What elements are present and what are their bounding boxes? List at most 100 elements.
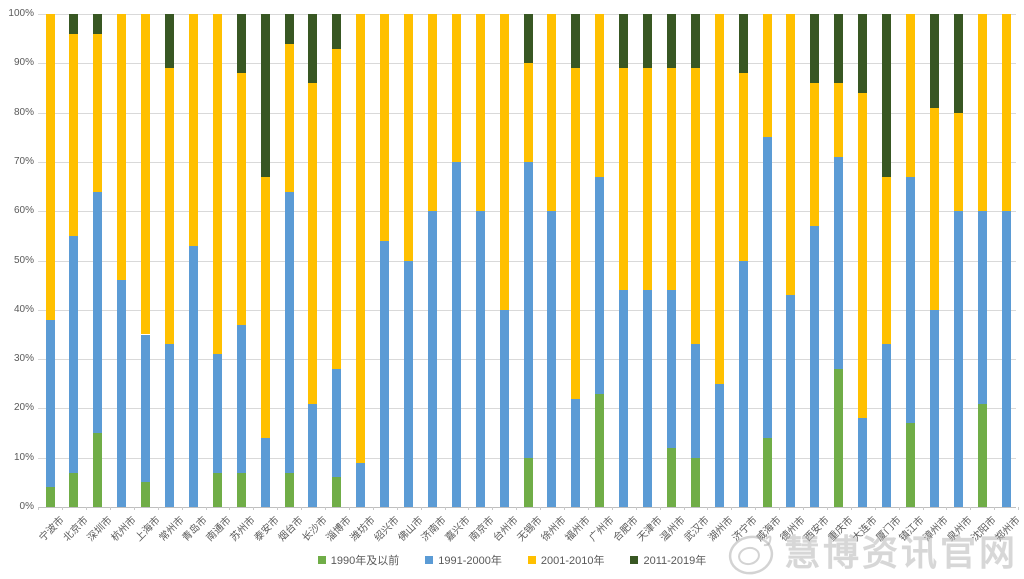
y-axis-tick-label: 10% [13, 451, 34, 463]
bar-segment-1991-2000年 [165, 344, 174, 507]
x-axis-label: 绍兴市 [372, 514, 402, 544]
bar-segment-1991-2000年 [93, 191, 103, 433]
bar-segment-2001-2010年 [905, 14, 915, 177]
bar-segment-1990年及以前 [236, 472, 246, 507]
bar-segment-2001-2010年 [571, 68, 581, 399]
bar-潍坊市 [356, 14, 366, 507]
bar-segment-1990年及以前 [93, 433, 103, 507]
bar-segment-1991-2000年 [45, 319, 55, 488]
bar-segment-2011-2019年 [834, 14, 844, 83]
bar-徐州市 [547, 14, 557, 507]
x-axis-label: 泉州市 [945, 514, 975, 544]
x-axis-tick [898, 507, 900, 510]
bar-segment-1991-2000年 [332, 368, 342, 478]
x-axis-tick [38, 507, 40, 510]
x-axis-label: 台州市 [491, 514, 521, 544]
x-axis-tick [205, 507, 207, 510]
bar-segment-1991-2000年 [1001, 211, 1011, 507]
legend-item: 1991-2000年 [425, 552, 502, 568]
x-axis-tick [348, 507, 350, 510]
bar-segment-1991-2000年 [834, 157, 844, 369]
bar-北京市 [69, 14, 79, 507]
bar-segment-1991-2000年 [523, 161, 533, 458]
bar-segment-2011-2019年 [308, 14, 318, 83]
bar-segment-2011-2019年 [523, 14, 533, 64]
bar-segment-2011-2019年 [165, 14, 174, 69]
bar-济宁市 [738, 14, 748, 507]
bar-segment-1991-2000年 [690, 344, 700, 458]
bar-segment-1991-2000年 [308, 403, 318, 507]
bar-湖州市 [714, 13, 724, 507]
bar-segment-1991-2000年 [977, 211, 987, 404]
legend-label: 1990年及以前 [330, 555, 400, 567]
bar-segment-2011-2019年 [69, 14, 79, 34]
bar-segment-2001-2010年 [1001, 14, 1011, 212]
bar-烟台市 [284, 14, 294, 507]
x-axis-label: 北京市 [61, 514, 91, 544]
bar-segment-1991-2000年 [595, 176, 605, 394]
bar-segment-1991-2000年 [212, 354, 222, 473]
bar-segment-2011-2019年 [571, 14, 581, 69]
x-axis-tick [396, 507, 398, 510]
bar-segment-1990年及以前 [69, 472, 79, 507]
bar-segment-1991-2000年 [69, 235, 79, 473]
bar-宁波市 [45, 14, 55, 507]
x-axis-tick [325, 507, 326, 510]
bar-segment-2001-2010年 [619, 68, 629, 291]
bar-segment-2001-2010年 [523, 63, 533, 162]
x-axis-tick [611, 507, 613, 510]
x-axis-label: 湖州市 [706, 514, 736, 544]
x-axis-label: 福州市 [563, 514, 593, 544]
bar-segment-2011-2019年 [953, 14, 963, 113]
bar-segment-2011-2019年 [260, 14, 270, 177]
y-axis-tick-label: 90% [13, 57, 34, 69]
bar-segment-1990年及以前 [690, 457, 700, 507]
x-axis-tick [62, 507, 64, 510]
x-axis-line [38, 507, 1016, 508]
bar-segment-1991-2000年 [858, 418, 868, 507]
bar-segment-2001-2010年 [188, 14, 198, 246]
x-axis-tick [468, 507, 470, 510]
x-axis-label: 徐州市 [539, 514, 569, 544]
bar-segment-1991-2000年 [547, 211, 557, 507]
x-axis-label: 潍坊市 [348, 514, 378, 544]
y-axis-tick-label: 50% [13, 254, 34, 266]
bar-segment-1991-2000年 [666, 290, 676, 448]
x-axis-tick [109, 507, 111, 510]
legend-swatch-icon [630, 556, 639, 564]
x-axis-tick [922, 507, 924, 510]
x-axis-tick [779, 507, 781, 510]
bar-segment-1991-2000年 [284, 191, 294, 473]
bar-温州市 [666, 14, 676, 507]
bar-segment-2001-2010年 [977, 14, 987, 212]
x-axis-tick [420, 507, 422, 510]
bar-segment-1990年及以前 [666, 447, 676, 507]
x-axis-tick [946, 507, 948, 510]
bar-泉州市 [953, 14, 963, 507]
x-axis-label: 无锡市 [515, 514, 545, 544]
bar-segment-2011-2019年 [284, 14, 294, 44]
bar-德州市 [786, 14, 796, 507]
bar-常州市 [165, 14, 174, 507]
bar-嘉兴市 [451, 14, 461, 507]
bar-segment-1991-2000年 [714, 383, 724, 507]
bar-segment-2001-2010年 [475, 14, 485, 212]
x-axis-tick [301, 507, 303, 510]
bar-segment-1990年及以前 [595, 393, 605, 507]
bar-segment-1991-2000年 [141, 334, 151, 483]
bar-西安市 [810, 14, 820, 507]
x-axis-label: 烟台市 [276, 514, 306, 544]
x-axis-tick [874, 507, 876, 510]
x-axis-label: 广州市 [587, 514, 617, 544]
bar-segment-1991-2000年 [499, 309, 509, 507]
legend-label: 2001-2010年 [540, 555, 605, 567]
x-axis-tick [850, 507, 852, 510]
bar-segment-1990年及以前 [332, 477, 342, 507]
bar-segment-1990年及以前 [212, 472, 222, 507]
legend-swatch-icon [527, 556, 536, 564]
bar-segment-1991-2000年 [356, 462, 366, 507]
y-axis-tick-label: 0% [19, 501, 34, 512]
bar-segment-2011-2019年 [666, 14, 676, 69]
bar-武汉市 [690, 14, 700, 507]
legend-item: 2001-2010年 [527, 552, 605, 568]
